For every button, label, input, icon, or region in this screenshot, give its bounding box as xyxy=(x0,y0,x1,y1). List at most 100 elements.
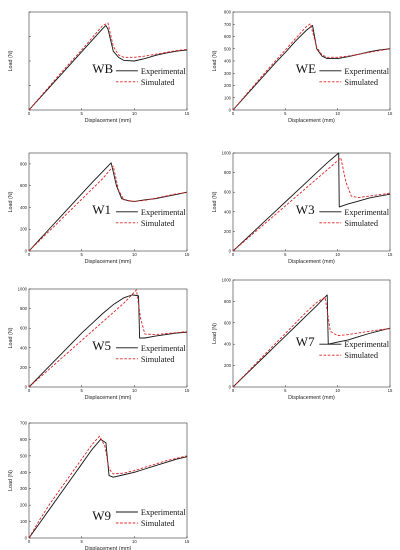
legend-label-simulated: Simulated xyxy=(344,78,378,87)
x-tick-label: 15 xyxy=(185,252,190,257)
legend-label-simulated: Simulated xyxy=(141,355,175,364)
y-tick-label: 1000 xyxy=(222,151,232,156)
y-tick-label: 200 xyxy=(224,83,232,88)
y-tick-label: 500 xyxy=(20,453,28,458)
x-tick-label: 10 xyxy=(132,252,137,257)
legend-label-simulated: Simulated xyxy=(141,219,175,228)
x-tick-label: 15 xyxy=(388,388,393,393)
y-tick-label: 700 xyxy=(20,421,28,426)
x-tick-label: 10 xyxy=(132,539,137,544)
legend-label-simulated: Simulated xyxy=(141,78,175,87)
y-tick-label: 600 xyxy=(224,190,232,195)
x-tick-label: 0 xyxy=(232,388,235,393)
y-axis-label: Load (N) xyxy=(8,50,14,71)
x-axis-label: Displacement (mm) xyxy=(85,118,132,124)
y-tick-label: 500 xyxy=(224,46,232,51)
y-axis-label: Load (N) xyxy=(212,323,218,344)
legend-label-experimental: Experimental xyxy=(344,340,389,349)
legend-label-experimental: Experimental xyxy=(141,344,186,353)
x-tick-label: 0 xyxy=(232,111,235,116)
series-line-simulated xyxy=(28,22,188,111)
series-line-simulated xyxy=(232,296,391,388)
y-axis-label: Load (N) xyxy=(8,327,14,348)
y-tick-label: 200 xyxy=(20,503,28,508)
panel-label: W1 xyxy=(92,202,111,217)
y-axis-label: Load (N) xyxy=(8,191,14,212)
x-tick-label: 15 xyxy=(388,111,393,116)
x-tick-label: 10 xyxy=(132,388,137,393)
panel-label: W7 xyxy=(296,334,315,349)
y-tick-label: 0 xyxy=(229,249,232,254)
y-tick-label: 200 xyxy=(224,363,232,368)
y-tick-label: 300 xyxy=(224,71,232,76)
y-tick-label: 600 xyxy=(224,34,232,39)
plot-frame xyxy=(28,288,188,388)
y-tick-label: 800 xyxy=(20,306,28,311)
plot-frame xyxy=(28,152,188,252)
x-axis-label: Displacement (mm) xyxy=(288,395,335,401)
x-tick-label: 15 xyxy=(185,539,190,544)
y-tick-label: 400 xyxy=(20,470,28,475)
x-tick-label: 5 xyxy=(80,111,83,116)
series-line-simulated xyxy=(232,23,391,111)
x-tick-label: 15 xyxy=(185,111,190,116)
y-tick-label: 600 xyxy=(224,320,232,325)
legend-label-simulated: Simulated xyxy=(344,219,378,228)
legend-label-experimental: Experimental xyxy=(141,208,186,217)
plot-frame xyxy=(232,152,391,252)
x-axis-label: Displacement (mm) xyxy=(85,395,132,401)
legend-label-simulated: Simulated xyxy=(141,519,175,528)
y-tick-label: 400 xyxy=(20,205,28,210)
y-tick-label: 800 xyxy=(224,299,232,304)
chart-panel-we: 0 5 10 150100200300400500600700800Displacem… xyxy=(212,10,393,125)
y-tick-label: 0 xyxy=(25,385,28,390)
x-tick-label: 15 xyxy=(185,388,190,393)
y-tick-label: 600 xyxy=(20,326,28,331)
series-line-experimental xyxy=(28,294,188,388)
x-axis-label: Displacement (mm) xyxy=(288,118,335,124)
y-tick-label: 800 xyxy=(224,10,232,15)
series-line-experimental xyxy=(28,25,188,111)
y-tick-label: 600 xyxy=(20,437,28,442)
panel-label: WE xyxy=(296,61,316,76)
x-tick-label: 10 xyxy=(335,111,340,116)
x-tick-label: 5 xyxy=(284,252,287,257)
y-tick-label: 200 xyxy=(20,227,28,232)
y-tick-label: 400 xyxy=(224,209,232,214)
y-tick-label: 0 xyxy=(25,249,28,254)
y-tick-label: 400 xyxy=(20,345,28,350)
legend-label-experimental: Experimental xyxy=(141,67,186,76)
x-tick-label: 15 xyxy=(388,252,393,257)
plot-frame xyxy=(28,422,188,539)
x-tick-label: 0 xyxy=(28,539,31,544)
x-tick-label: 5 xyxy=(80,388,83,393)
legend-label-experimental: Experimental xyxy=(344,67,389,76)
panel-label: W3 xyxy=(296,202,315,217)
series-line-simulated xyxy=(28,289,188,388)
y-tick-label: 1000 xyxy=(18,287,28,292)
y-tick-label: 800 xyxy=(224,170,232,175)
y-tick-label: 700 xyxy=(224,22,232,27)
y-tick-label: 0 xyxy=(229,385,232,390)
chart-panel-wb: 0 5 10 15 Displacement (mm) Load (N) Experimen… xyxy=(8,11,190,124)
y-tick-label: 100 xyxy=(224,95,232,100)
legend-label-experimental: Experimental xyxy=(344,208,389,217)
x-axis-label: Displacement (mm) xyxy=(85,546,132,550)
x-tick-label: 5 xyxy=(284,111,287,116)
x-tick-label: 10 xyxy=(335,388,340,393)
y-tick-label: 200 xyxy=(224,229,232,234)
y-tick-label: 800 xyxy=(20,161,28,166)
y-tick-label: 100 xyxy=(20,519,28,524)
series-line-simulated xyxy=(232,157,391,252)
series-line-experimental xyxy=(232,152,391,252)
x-tick-label: 0 xyxy=(28,111,31,116)
y-tick-label: 200 xyxy=(20,365,28,370)
plot-frame xyxy=(232,279,391,388)
y-tick-label: 0 xyxy=(229,108,232,113)
panel-label: WB xyxy=(92,61,113,76)
x-tick-label: 0 xyxy=(28,252,31,257)
